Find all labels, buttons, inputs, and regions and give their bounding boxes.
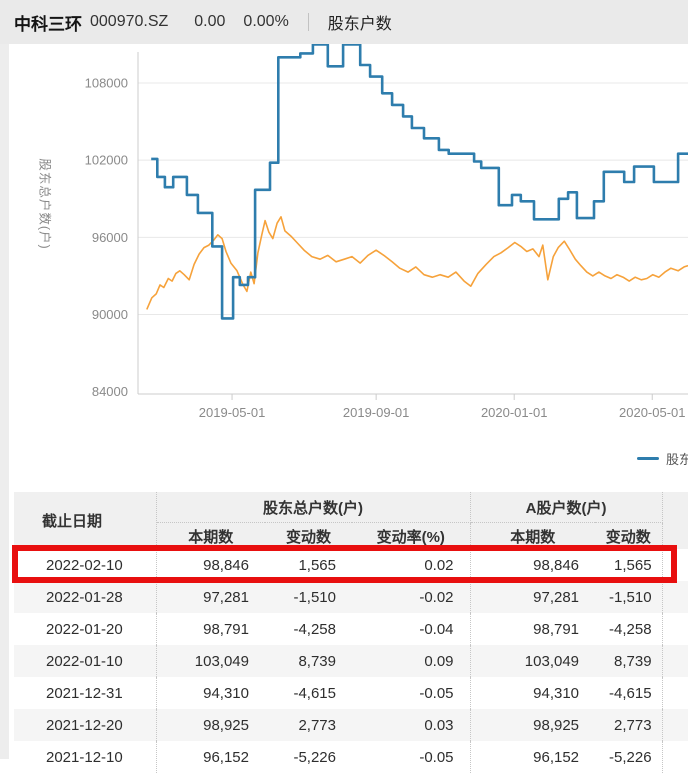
cell-total-current: 103,049 [156,645,265,677]
price-change-percent: 0.00% [243,13,289,30]
cell-total-change-rate: 0.03 [352,709,471,741]
cell-total-change: 1,565 [265,549,352,581]
subheader-a-change: 变动数 [595,522,663,549]
cell-cutoff [662,741,688,773]
cell-a-change: -4,615 [595,677,663,709]
svg-text:2019-09-01: 2019-09-01 [343,405,410,420]
shareholder-count-chart[interactable]: 84000 90000 96000 102000 108000 2019-05-01 201… [0,44,688,492]
cell-a-current: 97,281 [470,581,596,613]
subheader-total-change: 变动数 [265,522,352,549]
cell-total-current: 96,152 [156,741,265,773]
svg-text:90000: 90000 [92,307,128,322]
cell-date: 2021-12-20 [14,709,157,741]
subheader-total-change-rate: 变动率(%) [352,522,471,549]
chart-legend[interactable]: 股东总户数(户) [637,450,688,467]
cell-date: 2022-01-10 [14,645,157,677]
cell-total-change: 2,773 [265,709,352,741]
table-row: 2022-01-10 103,049 8,739 0.09 103,049 8,… [14,645,688,677]
svg-text:102000: 102000 [85,153,128,168]
cell-total-current: 98,791 [156,613,265,645]
tab-shareholder-count[interactable]: 股东户数 [327,16,392,33]
cell-a-change: -5,226 [595,741,663,773]
cell-a-change: -1,510 [595,581,663,613]
table-row: 2022-02-10 98,846 1,565 0.02 98,846 1,56… [14,549,688,581]
cell-a-current: 98,925 [470,709,596,741]
cell-total-change-rate: 0.02 [352,549,471,581]
cell-date: 2021-12-10 [14,741,157,773]
cell-a-change: -4,258 [595,613,663,645]
cell-cutoff [662,645,688,677]
cell-total-change: -1,510 [265,581,352,613]
svg-text:108000: 108000 [85,76,128,91]
table-row: 2021-12-31 94,310 -4,615 -0.05 94,310 -4… [14,677,688,709]
cell-cutoff [662,581,688,613]
legend-line-icon [637,456,659,460]
cell-total-change-rate: -0.05 [352,741,471,773]
cell-a-change: 1,565 [595,549,663,581]
table-row: 2021-12-20 98,925 2,773 0.03 98,925 2,77… [14,709,688,741]
price-change: 0.00 [194,13,226,30]
cell-date: 2022-01-20 [14,613,157,645]
cell-date: 2022-02-10 [14,549,157,581]
cell-a-current: 98,791 [470,613,596,645]
cell-total-change-rate: -0.02 [352,581,471,613]
cell-total-change-rate: 0.09 [352,645,471,677]
cell-total-change-rate: -0.05 [352,677,471,709]
cell-total-change-rate: -0.04 [352,613,471,645]
cell-cutoff [662,549,688,581]
header-divider [307,13,309,31]
table-row: 2022-01-28 97,281 -1,510 -0.02 97,281 -1… [14,581,688,613]
legend-label: 股东总户数(户) [666,451,688,467]
cell-total-change: -4,615 [265,677,352,709]
cell-total-change: 8,739 [265,645,352,677]
svg-text:96000: 96000 [92,230,128,245]
cell-total-current: 97,281 [156,581,265,613]
cell-cutoff [662,677,688,709]
svg-text:2019-05-01: 2019-05-01 [199,405,266,420]
svg-text:84000: 84000 [92,384,128,399]
table-row: 2021-12-10 96,152 -5,226 -0.05 96,152 -5… [14,741,688,773]
subheader-total-current: 本期数 [156,522,265,549]
cell-total-current: 94,310 [156,677,265,709]
cell-date: 2022-01-28 [14,581,157,613]
page-left-gutter [0,44,9,759]
cell-total-change: -4,258 [265,613,352,645]
shareholder-trend-plot[interactable]: 84000 90000 96000 102000 108000 2019-05-01 201… [0,44,688,492]
group-header-a-share: A股户数(户) [470,492,663,523]
stock-code: 000970.SZ [90,13,169,30]
svg-text:2020-05-01: 2020-05-01 [619,405,686,420]
stock-header-bar: 中科三环 000970.SZ 0.00 0.00% 股东户数 [0,0,688,44]
cell-a-current: 98,846 [470,549,596,581]
cell-total-current: 98,846 [156,549,265,581]
subheader-a-current: 本期数 [470,522,596,549]
cell-a-change: 2,773 [595,709,663,741]
col-header-date: 截止日期 [14,492,157,549]
y-axis-title: 股东总户数(户) [37,158,52,250]
cell-cutoff [662,709,688,741]
stock-name: 中科三环 [14,14,82,34]
col-header-cutoff [662,492,688,549]
cell-cutoff [662,613,688,645]
cell-total-change: -5,226 [265,741,352,773]
shareholder-table: 截止日期 股东总户数(户) A股户数(户) 本期数 变动数 变动率(%) 本期数… [14,492,688,773]
cell-a-current: 94,310 [470,677,596,709]
cell-a-current: 103,049 [470,645,596,677]
cell-a-change: 8,739 [595,645,663,677]
cell-a-current: 96,152 [470,741,596,773]
table-row: 2022-01-20 98,791 -4,258 -0.04 98,791 -4… [14,613,688,645]
cell-total-current: 98,925 [156,709,265,741]
cell-date: 2021-12-31 [14,677,157,709]
svg-text:2020-01-01: 2020-01-01 [481,405,548,420]
group-header-total: 股东总户数(户) [156,492,471,523]
